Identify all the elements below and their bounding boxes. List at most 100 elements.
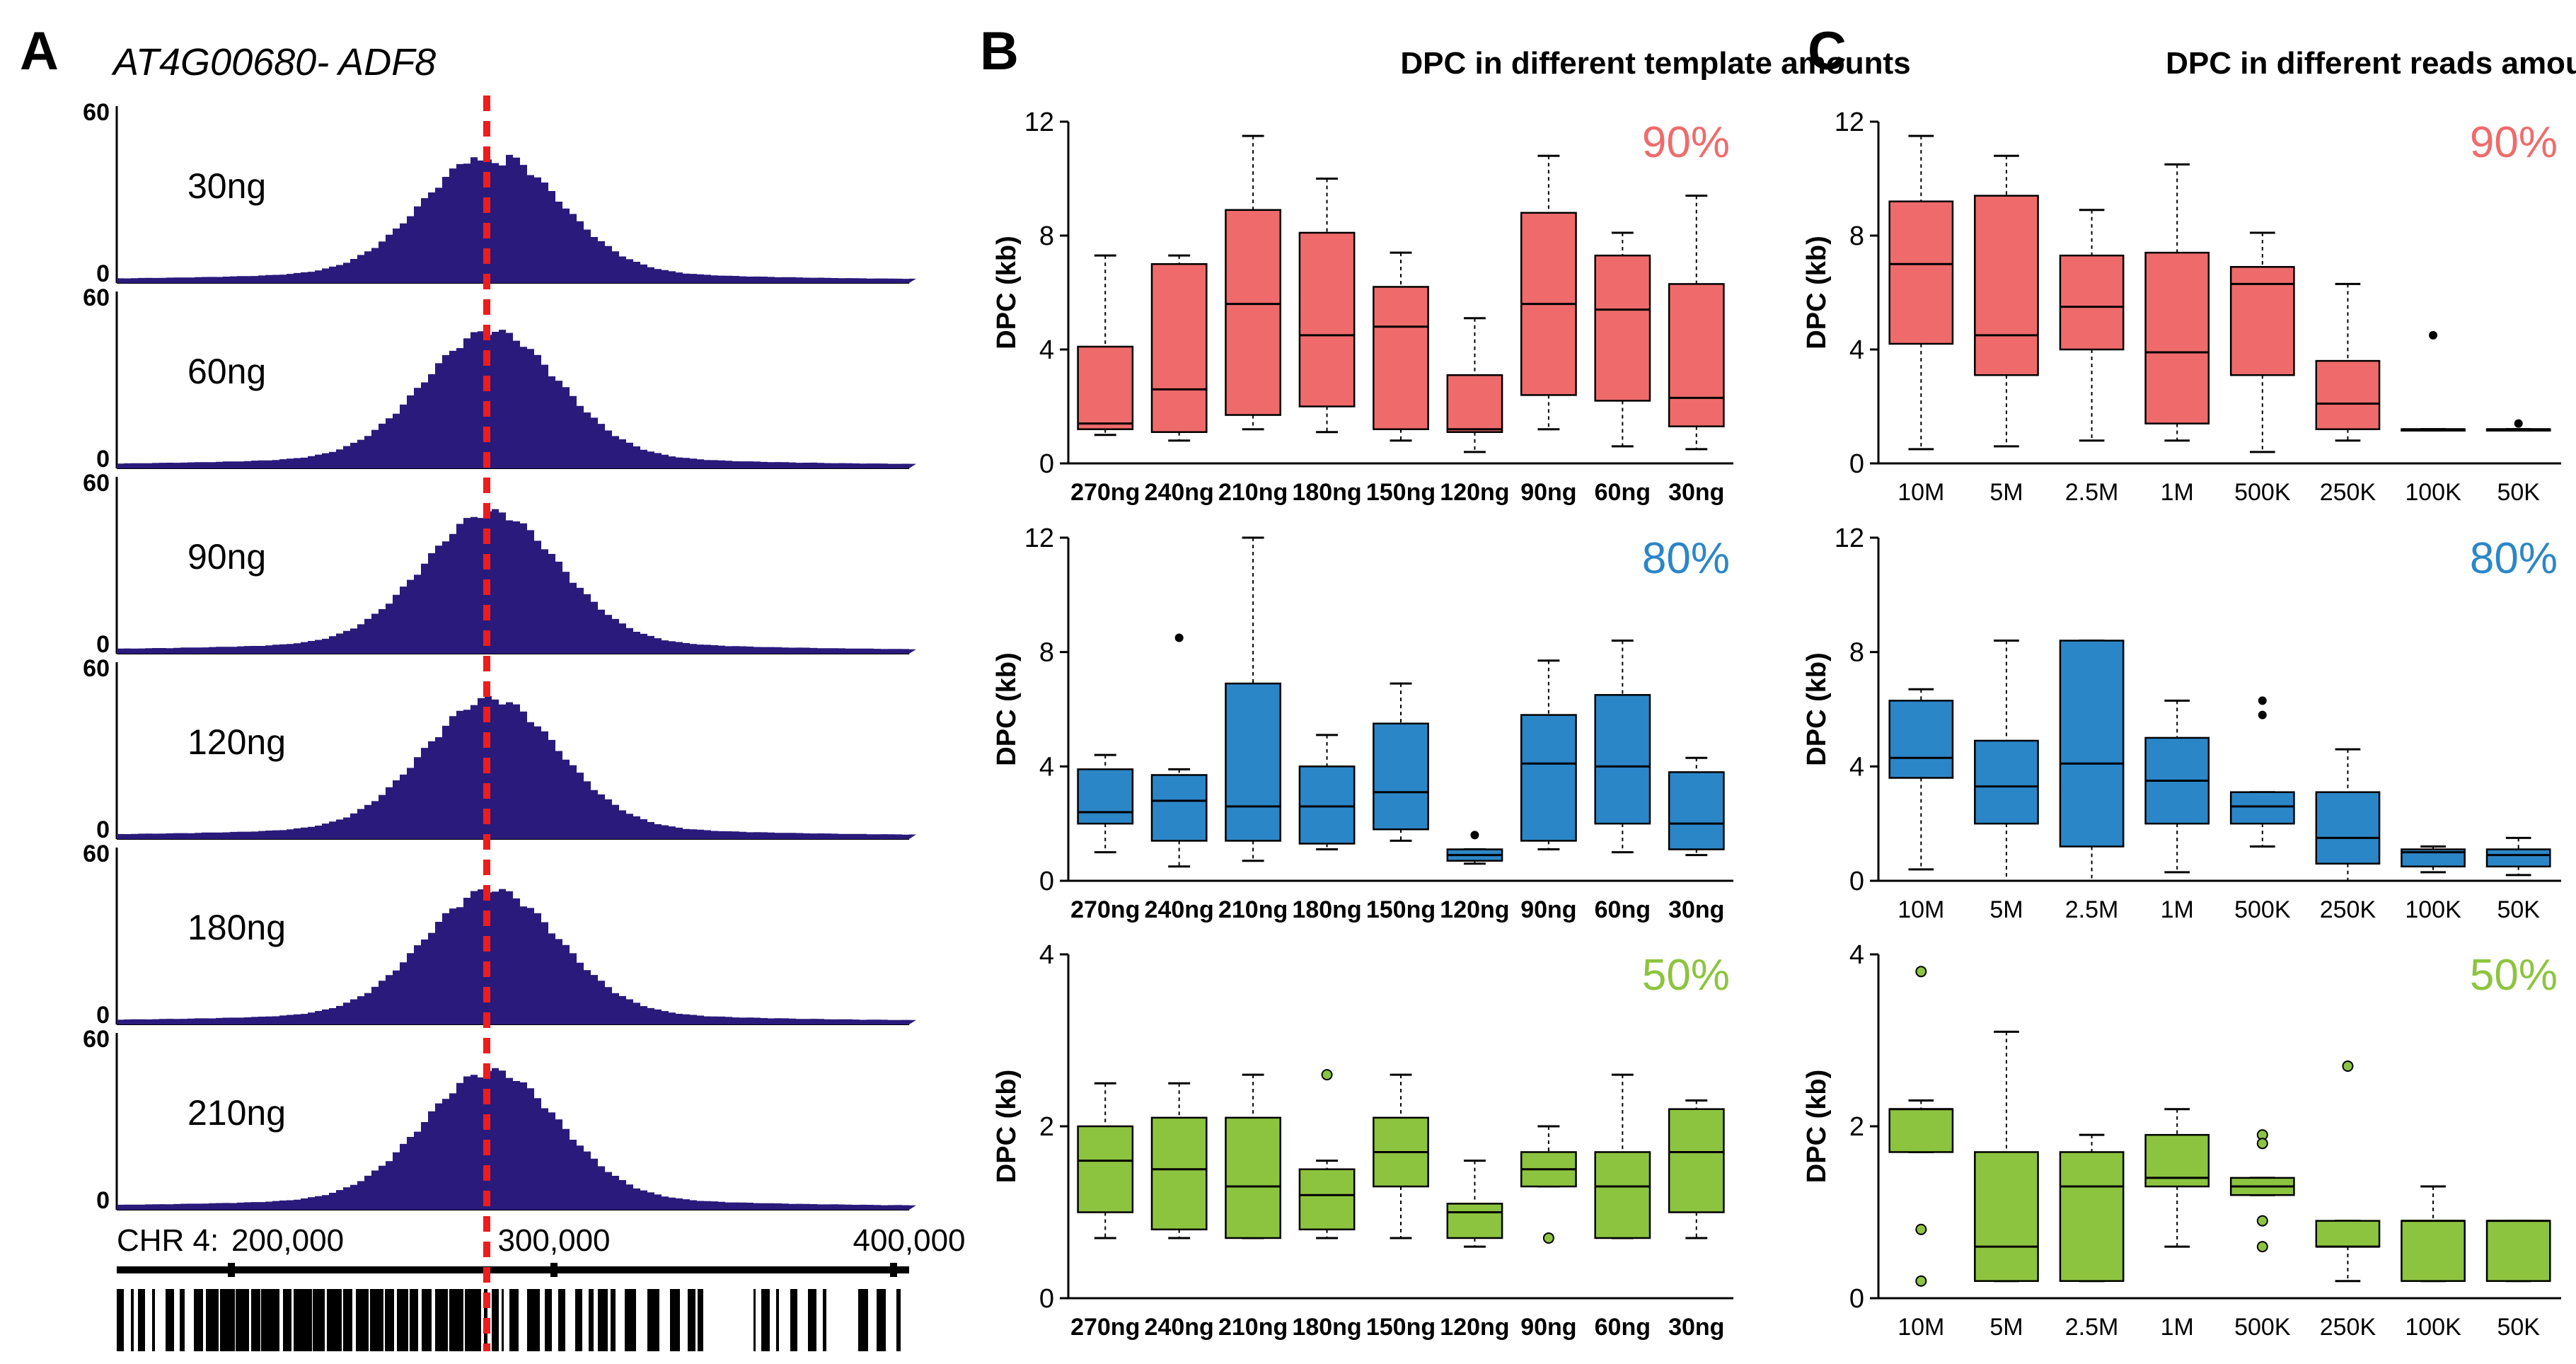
gene-feature bbox=[823, 1289, 826, 1351]
percent-tag: 80% bbox=[1642, 534, 1730, 583]
gene-feature bbox=[509, 1289, 519, 1351]
gene-feature bbox=[753, 1289, 756, 1351]
box bbox=[1594, 254, 1651, 402]
coverage-area-2 bbox=[117, 509, 916, 654]
y-tick-label: 0 bbox=[1039, 867, 1054, 896]
y-tick-label: 0 bbox=[1849, 1284, 1864, 1314]
gene-feature bbox=[698, 1289, 703, 1351]
panel-c-title: DPC in different reads amounts bbox=[2166, 46, 2576, 81]
y-tick-label: 4 bbox=[1849, 335, 1864, 365]
x-tick-label: 60ng bbox=[1595, 479, 1651, 506]
panel-a-letter: A bbox=[20, 21, 59, 81]
x-tick-label: 90ng bbox=[1520, 479, 1576, 506]
gene-feature bbox=[449, 1289, 463, 1351]
x-tick-label: 150ng bbox=[1366, 479, 1436, 506]
coverage-area-4 bbox=[117, 889, 916, 1024]
y-tick-label: 4 bbox=[1039, 335, 1054, 365]
box bbox=[1150, 1116, 1208, 1231]
x-tick-label: 100K bbox=[2405, 896, 2461, 923]
y-tick-label: 4 bbox=[1849, 940, 1864, 970]
x-tick-label: 150ng bbox=[1366, 896, 1436, 923]
box bbox=[1077, 345, 1134, 430]
x-tick-label: 210ng bbox=[1218, 479, 1288, 506]
x-tick-label: 270ng bbox=[1070, 479, 1140, 506]
gene-feature bbox=[283, 1289, 291, 1351]
percent-tag: 90% bbox=[1642, 118, 1730, 167]
coverage-area-3 bbox=[117, 696, 916, 839]
y-tick-label: 8 bbox=[1039, 638, 1054, 668]
box bbox=[1225, 1116, 1282, 1239]
y-tick-label: 12 bbox=[1024, 524, 1054, 553]
gene-feature bbox=[776, 1289, 779, 1351]
gene-feature bbox=[220, 1289, 235, 1351]
coverage-area-1 bbox=[117, 330, 916, 468]
track-label-1: 60ng bbox=[187, 352, 266, 391]
x-tick-label: 100K bbox=[2405, 1314, 2461, 1341]
y-tick-label: 4 bbox=[1039, 752, 1054, 782]
ruler-chr-label: CHR 4: bbox=[117, 1223, 219, 1258]
coverage-area-0 bbox=[117, 154, 916, 283]
x-tick-label: 120ng bbox=[1440, 1314, 1509, 1341]
y-axis-label: DPC (kb) bbox=[992, 1070, 1022, 1183]
x-tick-label: 90ng bbox=[1520, 896, 1576, 923]
box bbox=[2401, 1220, 2466, 1282]
gene-feature bbox=[502, 1289, 504, 1351]
panel-a-title: AT4G00680- ADF8 bbox=[111, 41, 436, 83]
x-tick-label: 270ng bbox=[1070, 1314, 1140, 1341]
gene-feature bbox=[251, 1289, 260, 1351]
coverage-tracks: 60030ng60060ng60090ng600120ng600180ng600… bbox=[83, 96, 966, 1351]
gene-feature bbox=[790, 1289, 797, 1351]
outlier-point bbox=[2258, 696, 2267, 705]
y-tick-label: 12 bbox=[1835, 108, 1864, 137]
box bbox=[2485, 1220, 2551, 1282]
x-tick-label: 60ng bbox=[1595, 896, 1651, 923]
track-ymin-label: 0 bbox=[96, 260, 110, 287]
outlier-point bbox=[1542, 1232, 1554, 1244]
gene-feature bbox=[688, 1289, 695, 1351]
y-axis-label: DPC (kb) bbox=[1802, 652, 1832, 765]
y-tick-label: 4 bbox=[1849, 752, 1864, 782]
x-tick-label: 1M bbox=[2161, 479, 2194, 506]
track-ymax-label: 60 bbox=[83, 99, 110, 126]
panel-c-letter: C bbox=[1808, 21, 1847, 81]
outlier-point bbox=[1915, 1275, 1927, 1287]
y-axis-label: DPC (kb) bbox=[992, 652, 1022, 765]
x-tick-label: 210ng bbox=[1218, 1314, 1288, 1341]
box bbox=[2315, 359, 2381, 430]
y-tick-label: 4 bbox=[1039, 940, 1054, 970]
gene-feature bbox=[356, 1289, 369, 1351]
gene-feature bbox=[343, 1289, 352, 1351]
gene-feature bbox=[761, 1289, 770, 1351]
y-axis-label: DPC (kb) bbox=[992, 236, 1022, 349]
x-tick-label: 180ng bbox=[1292, 896, 1361, 923]
gene-feature bbox=[647, 1289, 659, 1351]
y-tick-label: 2 bbox=[1039, 1112, 1054, 1142]
box bbox=[1373, 722, 1429, 831]
ruler-tick-label-2: 400,000 bbox=[853, 1223, 965, 1258]
track-ymin-label: 0 bbox=[96, 816, 110, 843]
box bbox=[1668, 1108, 1725, 1213]
track-label-3: 120ng bbox=[187, 722, 286, 762]
box bbox=[2144, 251, 2210, 424]
box bbox=[2059, 254, 2125, 351]
y-tick-label: 8 bbox=[1039, 221, 1054, 251]
x-tick-label: 5M bbox=[1989, 479, 2023, 506]
track-ymax-label: 60 bbox=[83, 470, 110, 497]
x-tick-label: 100K bbox=[2405, 479, 2461, 506]
box bbox=[1888, 1108, 1954, 1153]
gene-feature bbox=[611, 1289, 616, 1351]
box bbox=[1888, 200, 1954, 345]
gene-feature bbox=[877, 1289, 886, 1351]
box bbox=[1974, 739, 2039, 825]
x-tick-label: 500K bbox=[2234, 479, 2291, 506]
x-tick-label: 50K bbox=[2497, 896, 2540, 923]
x-tick-label: 5M bbox=[1989, 896, 2023, 923]
outlier-point bbox=[1174, 633, 1184, 642]
x-tick-label: 150ng bbox=[1366, 1314, 1436, 1341]
x-tick-label: 120ng bbox=[1440, 896, 1509, 923]
gene-feature bbox=[206, 1289, 219, 1351]
box bbox=[1150, 774, 1208, 842]
gene-feature bbox=[131, 1289, 134, 1351]
gene-feature bbox=[327, 1289, 342, 1351]
